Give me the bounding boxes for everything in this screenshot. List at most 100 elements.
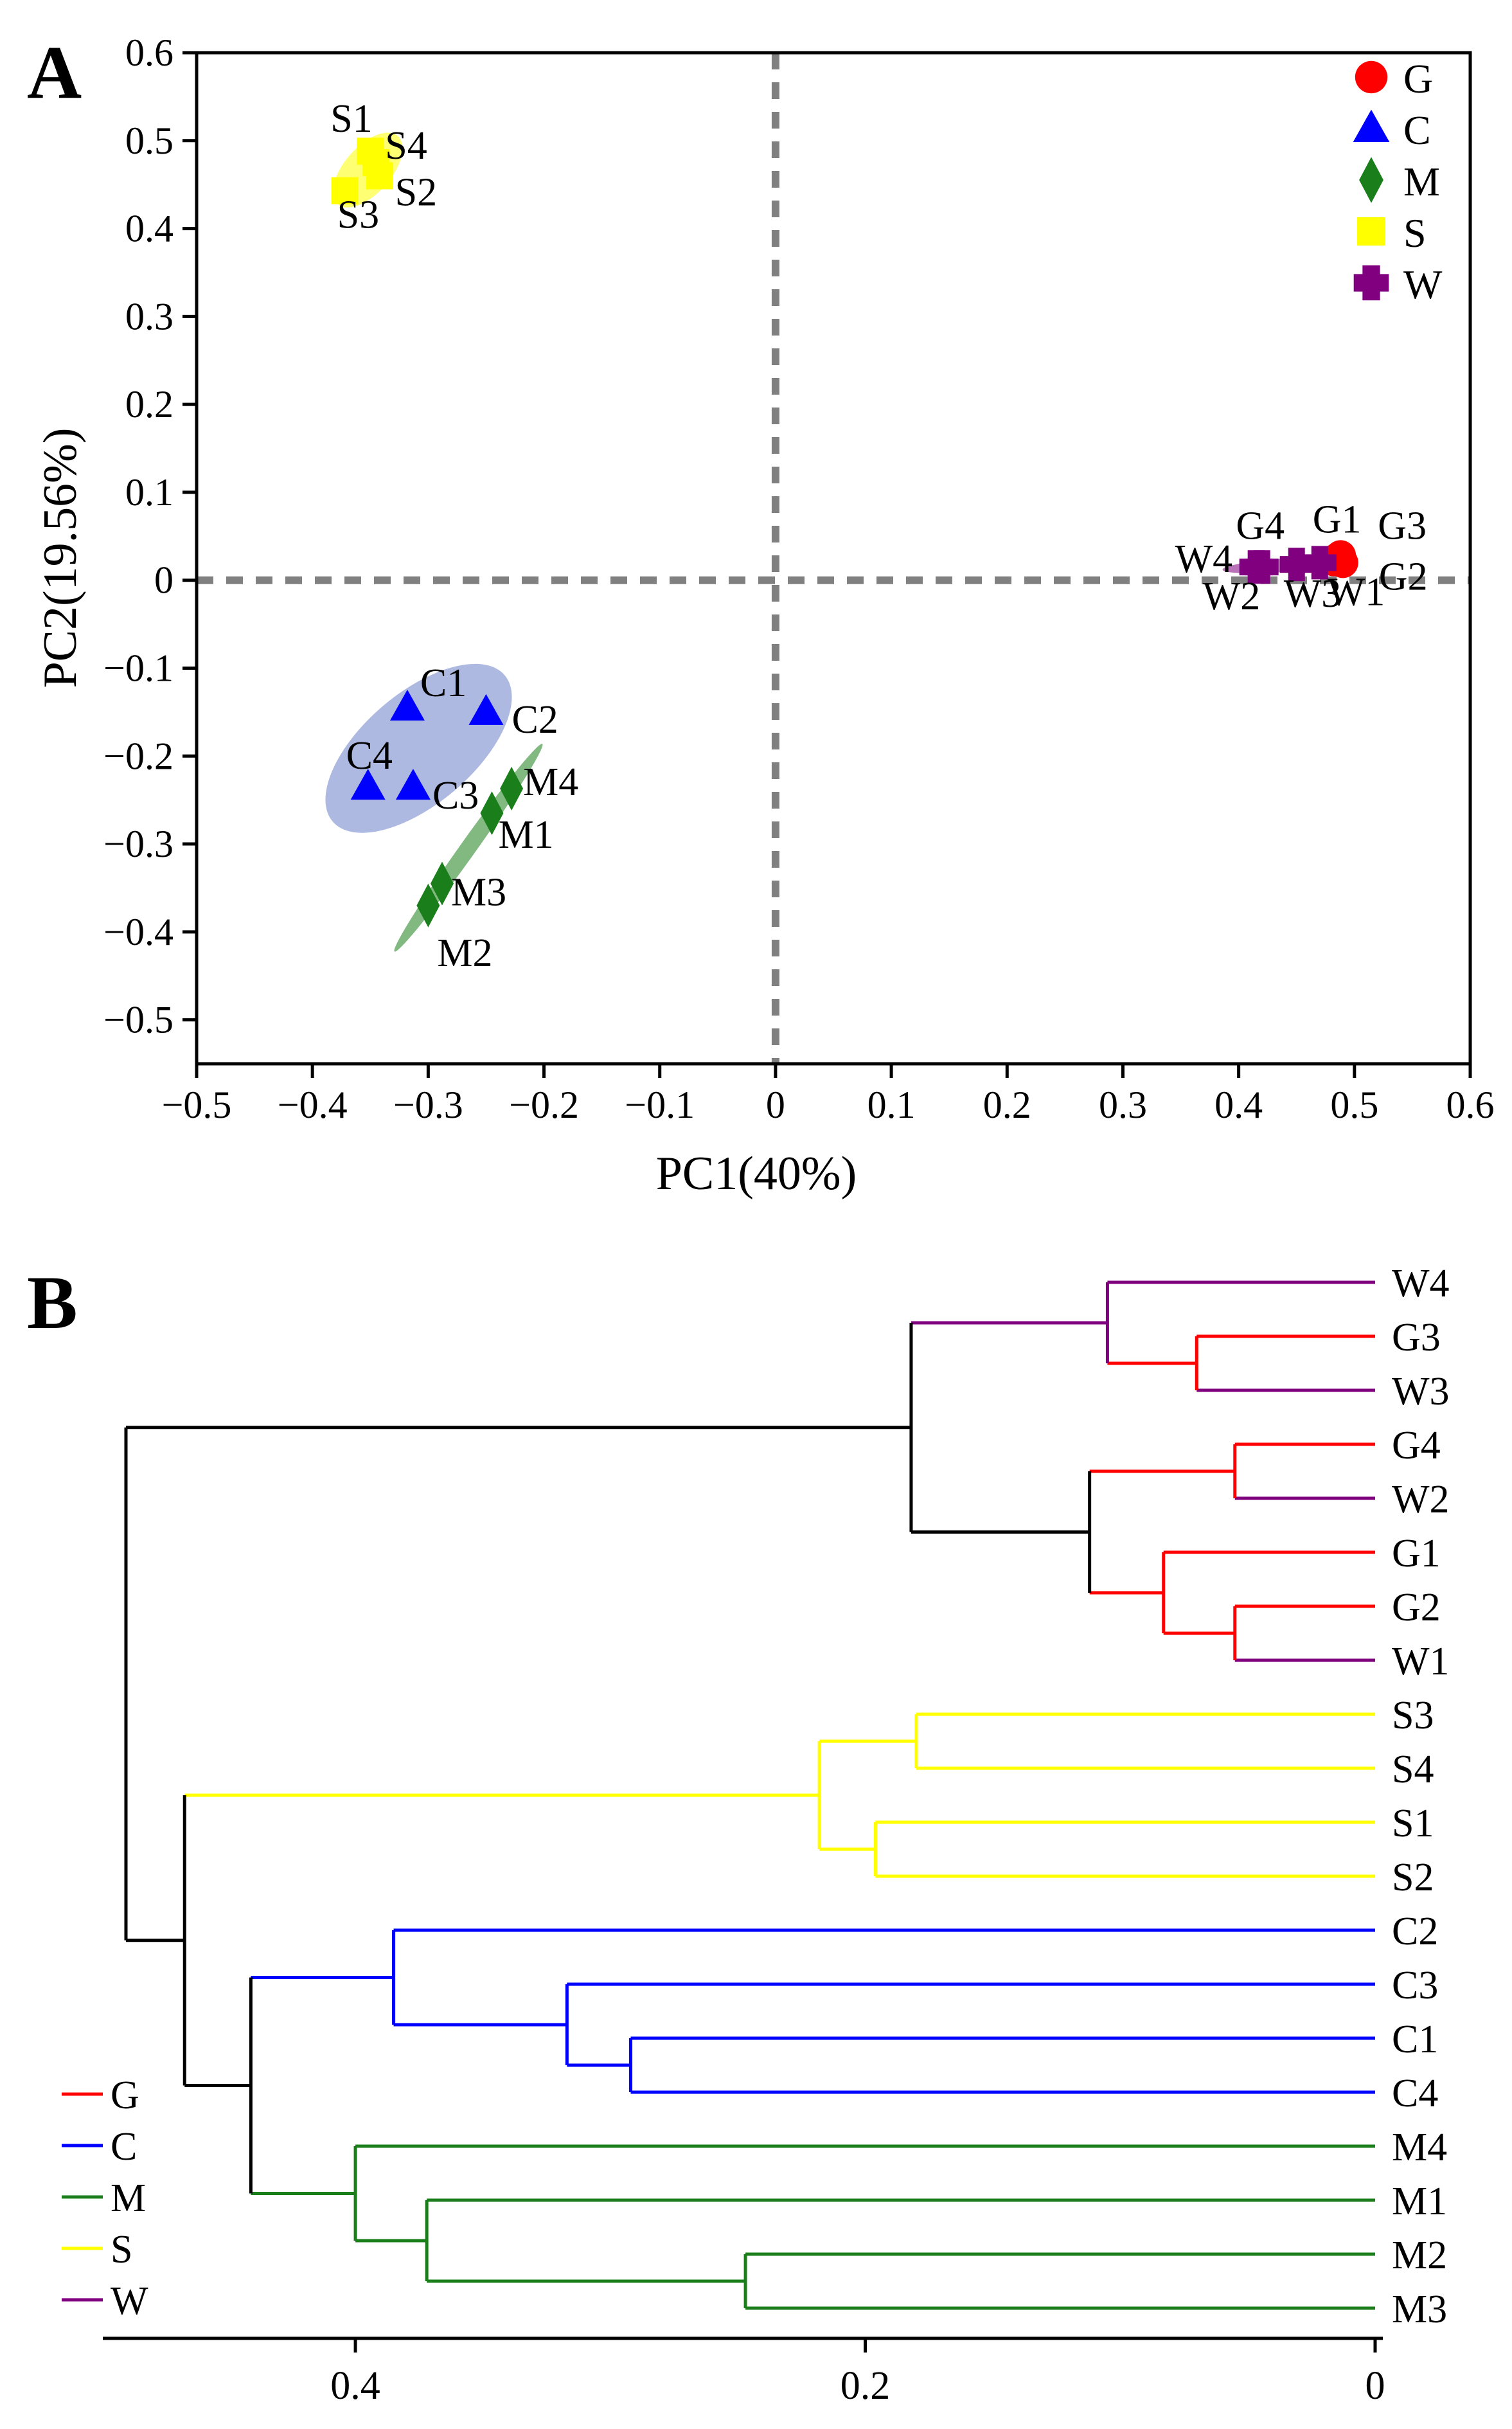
x-tick-label: 0.3 bbox=[1099, 1084, 1147, 1126]
point-W3 bbox=[1279, 548, 1313, 582]
y-tick-label: −0.3 bbox=[103, 823, 173, 865]
legend-label-G: G bbox=[1403, 56, 1433, 102]
x-tick-label: 0.6 bbox=[1446, 1084, 1495, 1126]
point-label-G2: G2 bbox=[1379, 555, 1428, 598]
y-axis-ticks: −0.5 −0.4 −0.3 −0.2 −0.1 0 0.1 0.2 0.3 0.4 0.5 0.6 bbox=[103, 31, 197, 1041]
leaf-label-M2: M2 bbox=[1392, 2234, 1447, 2277]
y-tick-label: 0.2 bbox=[125, 383, 173, 426]
legend-marker-M bbox=[1359, 157, 1383, 203]
point-label-M3: M3 bbox=[451, 871, 506, 915]
reference-lines bbox=[197, 53, 1470, 1064]
leaf-label-C2: C2 bbox=[1392, 1910, 1438, 1953]
dendrogram-tick-label: 0 bbox=[1365, 2364, 1385, 2408]
leaf-label-S4: S4 bbox=[1392, 1748, 1434, 1791]
point-label-C1: C1 bbox=[420, 661, 467, 705]
point-S4 bbox=[362, 148, 390, 176]
leaf-label-W2: W2 bbox=[1392, 1478, 1450, 1521]
point-label-W4: W4 bbox=[1175, 537, 1233, 581]
leaf-label-M4: M4 bbox=[1392, 2126, 1447, 2169]
point-label-C3: C3 bbox=[432, 774, 479, 818]
leaf-label-M3: M3 bbox=[1392, 2288, 1447, 2331]
panel-b-label: B bbox=[27, 1260, 78, 1345]
x-tick-label: −0.2 bbox=[509, 1084, 579, 1126]
y-tick-label: 0.3 bbox=[125, 295, 173, 337]
point-C3 bbox=[395, 769, 431, 800]
point-label-G1: G1 bbox=[1313, 498, 1362, 542]
y-tick-label: 0.1 bbox=[125, 471, 173, 514]
plot-frame bbox=[195, 51, 1472, 1066]
point-label-S3: S3 bbox=[337, 193, 379, 237]
x-axis-ticks: −0.5 −0.4 −0.3 −0.2 −0.1 0 0.1 0.2 0.3 0.4 0.5 0.6 bbox=[162, 1064, 1495, 1126]
x-tick-label: −0.1 bbox=[625, 1084, 695, 1126]
point-label-G3: G3 bbox=[1378, 504, 1427, 548]
y-axis-label: PC2(19.56%) bbox=[34, 428, 87, 688]
leaf-label-G2: G2 bbox=[1392, 1586, 1441, 1629]
dendrogram-branches bbox=[124, 1280, 1375, 2310]
dendrogram-tick-label: 0.4 bbox=[330, 2364, 380, 2408]
legend-label-M: M bbox=[111, 2176, 146, 2220]
dendrogram-axis-ticks: 0.4 0.2 0 bbox=[330, 2338, 1385, 2408]
point-W4 bbox=[1239, 550, 1273, 584]
x-tick-label: −0.3 bbox=[393, 1084, 463, 1126]
point-M3 bbox=[430, 861, 454, 906]
leaf-label-C4: C4 bbox=[1392, 2072, 1438, 2115]
point-label-S1: S1 bbox=[330, 97, 372, 141]
panel-a-label: A bbox=[27, 30, 82, 114]
legend-label-M: M bbox=[1403, 159, 1440, 204]
point-M4 bbox=[500, 766, 524, 811]
point-label-S2: S2 bbox=[395, 170, 437, 214]
point-label-W3: W3 bbox=[1284, 572, 1342, 616]
leaf-labels: W4 G3 W3 G4 W2 G1 G2 W1 S3 S4 S1 S2 C2 C3 C1 C4 M4 M1 M2 M3 bbox=[1392, 1262, 1450, 2331]
legend-marker-W bbox=[1353, 265, 1389, 301]
point-label-W2: W2 bbox=[1203, 575, 1261, 618]
legend-label-W: W bbox=[1403, 262, 1443, 307]
legend-label-S: S bbox=[111, 2228, 132, 2272]
leaf-label-S3: S3 bbox=[1392, 1694, 1434, 1737]
point-label-M2: M2 bbox=[437, 931, 492, 975]
dendrogram-tick-label: 0.2 bbox=[840, 2364, 891, 2408]
leaf-label-G3: G3 bbox=[1392, 1316, 1441, 1359]
leaf-label-S2: S2 bbox=[1392, 1856, 1434, 1899]
x-tick-label: 0.5 bbox=[1330, 1084, 1378, 1126]
leaf-label-S1: S1 bbox=[1392, 1802, 1434, 1845]
leaf-label-W4: W4 bbox=[1392, 1262, 1450, 1305]
point-C1 bbox=[389, 690, 425, 721]
legend-marker-G bbox=[1355, 60, 1388, 94]
x-tick-label: −0.4 bbox=[278, 1084, 348, 1126]
legend-label-C: C bbox=[1403, 107, 1431, 153]
legend-label-G: G bbox=[111, 2074, 139, 2117]
y-tick-label: −0.4 bbox=[103, 911, 173, 953]
point-M1 bbox=[480, 791, 504, 836]
point-label-W1: W1 bbox=[1328, 570, 1385, 614]
legend-label-W: W bbox=[111, 2279, 148, 2323]
legend-label-S: S bbox=[1403, 210, 1427, 256]
y-tick-label: 0.6 bbox=[125, 31, 173, 74]
leaf-label-G4: G4 bbox=[1392, 1424, 1441, 1467]
y-tick-label: −0.2 bbox=[103, 735, 173, 777]
y-tick-label: 0.4 bbox=[125, 208, 173, 250]
point-C4 bbox=[350, 769, 386, 800]
y-tick-label: −0.1 bbox=[103, 647, 173, 689]
x-tick-label: 0.2 bbox=[983, 1084, 1031, 1126]
leaf-label-C1: C1 bbox=[1392, 2018, 1438, 2061]
data-points bbox=[331, 138, 1358, 928]
leaf-label-W1: W1 bbox=[1392, 1640, 1450, 1683]
x-axis-label: PC1(40%) bbox=[656, 1147, 857, 1200]
x-tick-label: 0.1 bbox=[867, 1084, 916, 1126]
x-tick-label: 0.4 bbox=[1214, 1084, 1263, 1126]
legend-marker-S bbox=[1356, 217, 1386, 246]
point-label-C2: C2 bbox=[511, 698, 558, 742]
point-label-C4: C4 bbox=[346, 734, 393, 778]
y-tick-label: −0.5 bbox=[103, 999, 173, 1041]
y-tick-label: 0.5 bbox=[125, 120, 173, 162]
point-label-G4: G4 bbox=[1236, 505, 1285, 548]
legend-label-C: C bbox=[111, 2125, 137, 2169]
point-label-S4: S4 bbox=[385, 124, 427, 168]
x-tick-label: 0 bbox=[766, 1084, 785, 1126]
leaf-label-C3: C3 bbox=[1392, 1964, 1438, 2007]
